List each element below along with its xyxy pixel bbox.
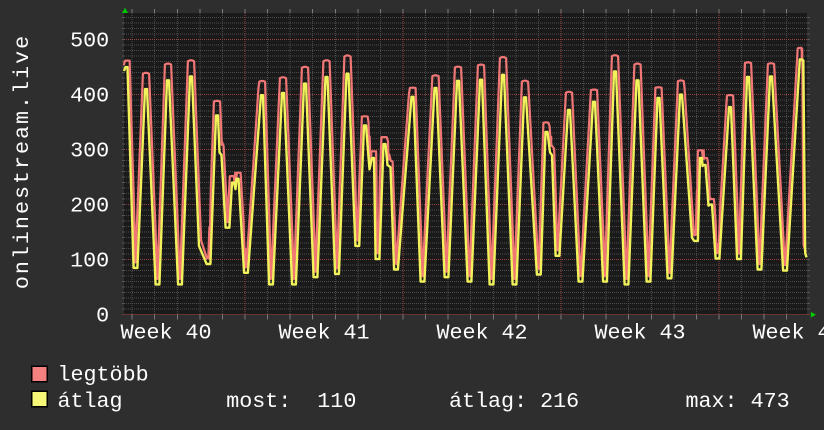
svg-text:500: 500 <box>70 29 109 54</box>
svg-text:Week 44: Week 44 <box>752 320 824 345</box>
svg-text:300: 300 <box>70 139 109 164</box>
svg-text:Week 42: Week 42 <box>436 320 527 345</box>
svg-text:onlinestream.live: onlinestream.live <box>10 34 35 289</box>
svg-text:0: 0 <box>96 304 109 329</box>
svg-text:Week 43: Week 43 <box>594 320 685 345</box>
svg-text:max: 473: max: 473 <box>686 389 790 414</box>
svg-text:400: 400 <box>70 84 109 109</box>
svg-text:átlag: 216: átlag: 216 <box>449 389 579 414</box>
svg-text:átlag: átlag <box>58 389 123 414</box>
svg-text:most: 110: most: 110 <box>226 389 356 414</box>
svg-text:100: 100 <box>70 249 109 274</box>
svg-text:200: 200 <box>70 194 109 219</box>
svg-text:Week 40: Week 40 <box>120 320 211 345</box>
svg-text:legtöbb: legtöbb <box>58 363 149 388</box>
svg-text:Week 41: Week 41 <box>278 320 369 345</box>
